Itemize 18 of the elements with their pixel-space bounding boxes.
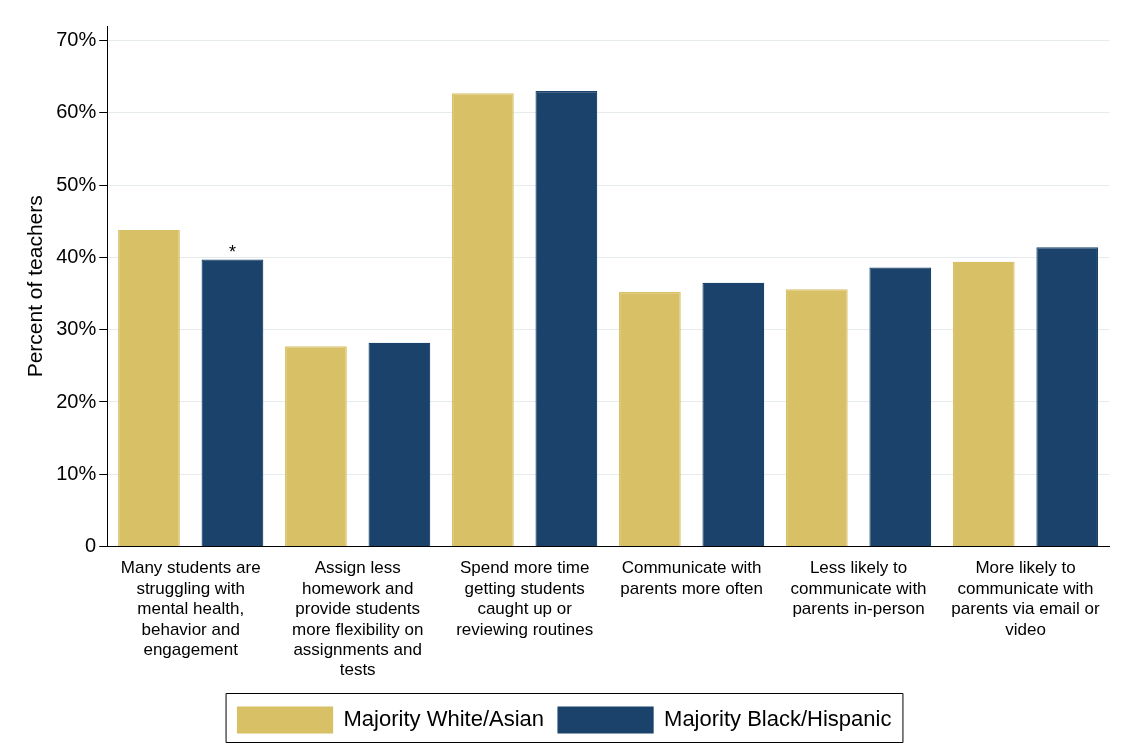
y-tick-label: 30% — [56, 317, 97, 340]
x-tick-label: Spend more time getting students caught up or reviewing routines — [456, 558, 594, 639]
x-tick-label: More likely to communicate with parents via email or video — [951, 558, 1101, 639]
x-tick-label: Many students are struggling with mental health, behavior and engagement — [120, 558, 261, 660]
y-tick-label: 70% — [56, 27, 97, 50]
x-tick-label: Assign less homework and provide students more flexibility on assignments and tests — [292, 558, 424, 680]
y-tick-label: 0 — [85, 534, 97, 557]
x-tick-label: Less likely to communicate with parents in-person — [790, 558, 927, 619]
annotation: * — [228, 241, 236, 262]
y-tick-label: 40% — [56, 244, 97, 267]
y-tick-label: 10% — [56, 461, 97, 484]
y-axis-title: Percent of teachers — [23, 195, 47, 378]
y-tick-label: 20% — [56, 389, 97, 412]
x-tick-label: Communicate with parents more often — [620, 558, 763, 598]
legend-label: Majority White/Asian — [343, 706, 545, 732]
y-tick-label: 50% — [56, 172, 97, 195]
legend-label: Majority Black/Hispanic — [664, 706, 892, 732]
y-tick-label: 60% — [56, 100, 97, 123]
